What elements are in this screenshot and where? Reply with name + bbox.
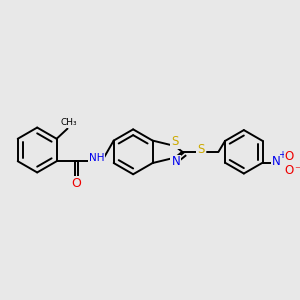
Text: S: S <box>197 143 205 156</box>
Text: O: O <box>284 150 294 163</box>
Text: ⁻: ⁻ <box>294 164 300 177</box>
Text: N: N <box>272 155 281 168</box>
Text: S: S <box>171 135 179 148</box>
Text: O: O <box>72 177 82 190</box>
Text: O: O <box>284 164 294 177</box>
Text: CH₃: CH₃ <box>61 118 77 127</box>
Text: N: N <box>171 155 180 168</box>
Text: +: + <box>278 150 286 161</box>
Text: NH: NH <box>89 153 105 163</box>
